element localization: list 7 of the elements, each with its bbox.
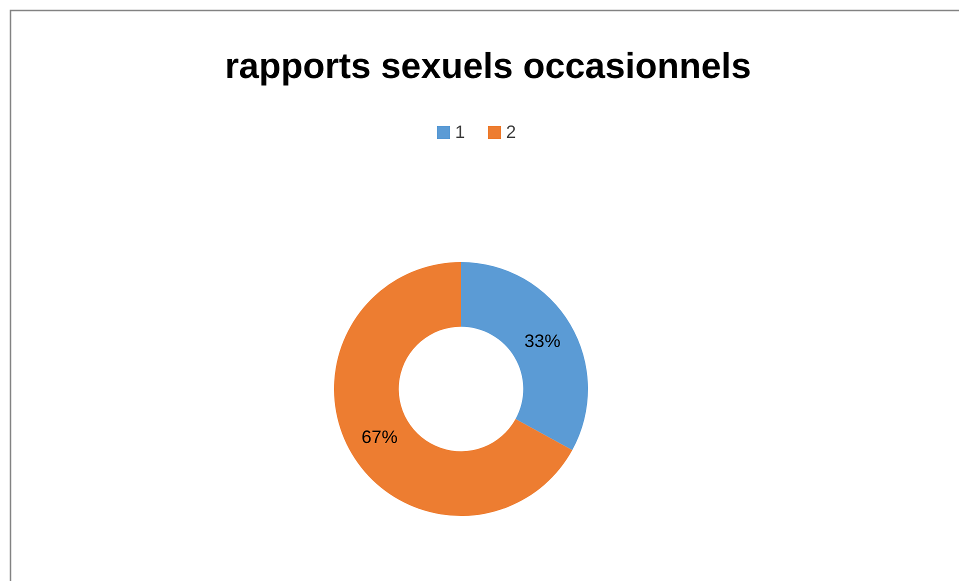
- legend-label: 1: [455, 122, 466, 142]
- legend-label: 2: [506, 122, 516, 142]
- data-label: 67%: [362, 427, 398, 448]
- donut-slice: [461, 262, 588, 450]
- chart-title: rapports sexuels occasionnels: [224, 45, 752, 86]
- donut-slice: [334, 262, 572, 516]
- data-label: 33%: [524, 330, 560, 351]
